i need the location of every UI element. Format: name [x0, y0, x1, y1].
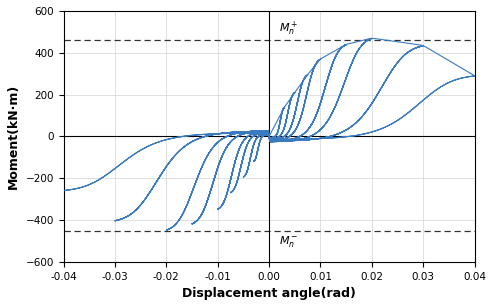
X-axis label: Displacement angle(rad): Displacement angle(rad) [182, 287, 356, 300]
Y-axis label: Moment(kN·m): Moment(kN·m) [7, 84, 20, 189]
Text: $M_n^-$: $M_n^-$ [280, 234, 299, 249]
Text: $M_n^+$: $M_n^+$ [280, 19, 299, 38]
